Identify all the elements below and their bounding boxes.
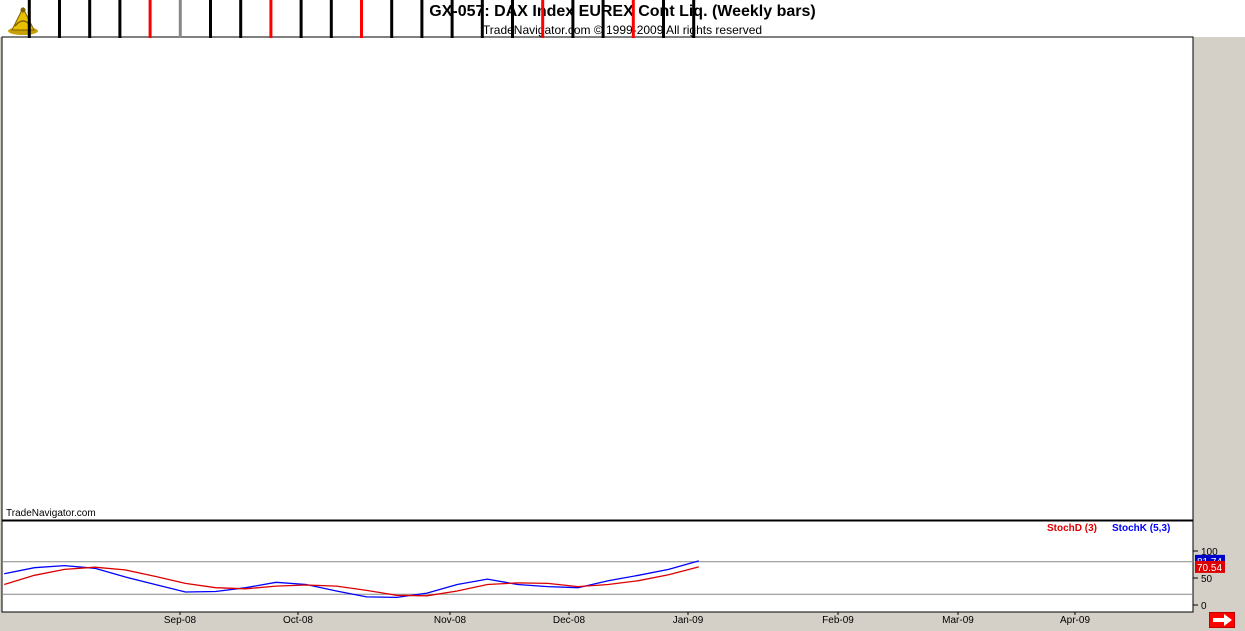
axes: 4250.04500.04750.05000.05250.05500.05750… xyxy=(164,612,1090,626)
price-bars xyxy=(27,0,696,38)
scroll-right-arrow-icon[interactable] xyxy=(1209,612,1235,628)
price-panel xyxy=(1,36,1194,521)
stoch-series-line xyxy=(4,566,699,597)
stoch-y-tick-label: 0 xyxy=(1201,601,1207,612)
stoch-d-legend: StochD (3) xyxy=(1047,523,1097,534)
panel-frames xyxy=(1,36,1194,613)
stoch-k-legend: StochK (5,3) xyxy=(1112,523,1170,534)
x-tick-label: Sep-08 xyxy=(164,615,197,626)
stoch-d-value: 70.54 xyxy=(1197,563,1222,574)
stoch-y-tick-label: 100 xyxy=(1201,547,1218,558)
x-tick-label: Apr-09 xyxy=(1060,615,1090,626)
chart-title: GX-057: DAX Index EUREX Cont Liq. (Weekl… xyxy=(429,3,816,20)
stoch-d-value-box xyxy=(1195,560,1225,573)
x-tick-label: Mar-09 xyxy=(942,615,974,626)
x-tick-label: Dec-08 xyxy=(553,615,586,626)
x-tick-label: Oct-08 xyxy=(283,615,313,626)
x-tick-label: Feb-09 xyxy=(822,615,854,626)
x-tick-label: Jan-09 xyxy=(673,615,704,626)
stochastics-panel-frame xyxy=(1,520,1194,613)
x-tick-label: Nov-08 xyxy=(434,615,467,626)
stoch-y-tick-label: 50 xyxy=(1201,574,1213,585)
watermark-text: TradeNavigator.com xyxy=(6,508,96,519)
